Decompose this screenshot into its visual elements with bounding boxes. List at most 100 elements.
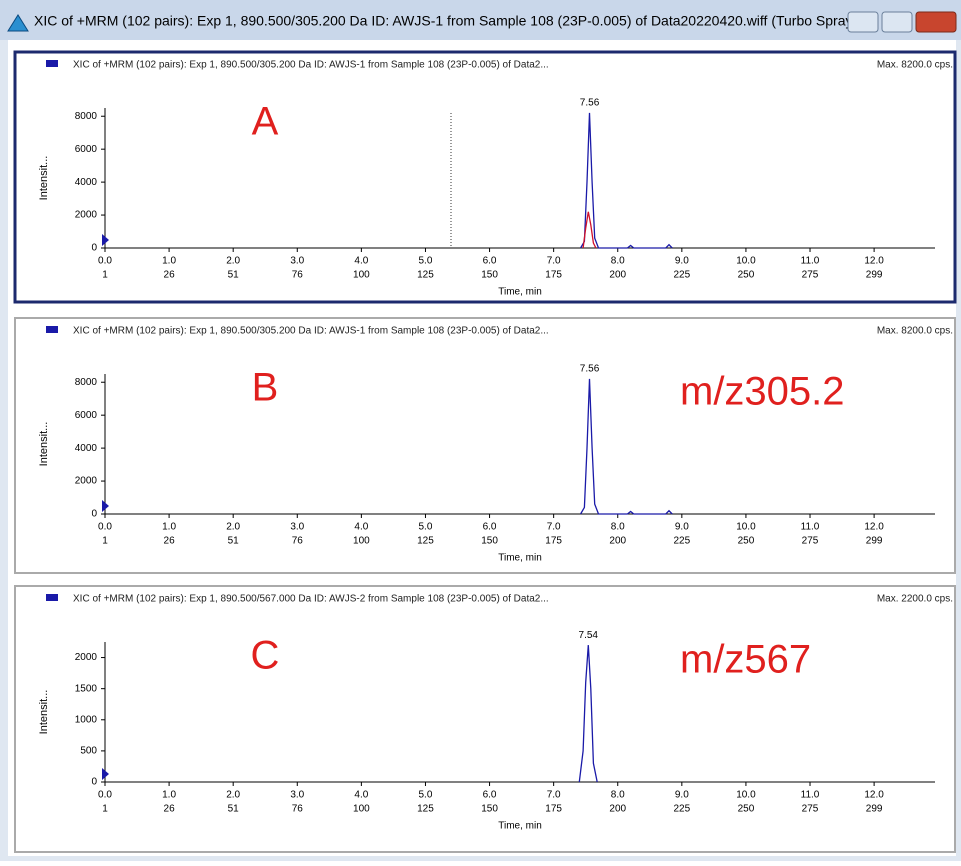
cycle-label: 299 [866,536,883,547]
x-tick-label: 0.0 [98,790,112,801]
cycle-label: 250 [738,536,755,547]
panel-border [14,585,956,853]
x-tick-label: 10.0 [736,790,756,801]
cycle-label: 125 [417,270,434,281]
cycle-label: 150 [481,536,498,547]
trace [580,112,673,249]
cycle-label: 76 [292,804,304,815]
cycle-label: 51 [228,536,240,547]
legend-swatch [46,326,58,333]
x-tick-label: 1.0 [162,256,176,267]
x-tick-label: 12.0 [864,790,884,801]
chart-title: XIC of +MRM (102 pairs): Exp 1, 890.500/… [73,594,549,605]
cycle-label: 200 [609,270,626,281]
cycle-label: 250 [738,804,755,815]
chart-panel: XIC of +MRM (102 pairs): Exp 1, 890.500/… [14,585,956,853]
y-tick-label: 8000 [75,111,98,122]
cycle-label: 26 [164,804,176,815]
y-tick-label: 6000 [75,410,98,421]
cycle-label: 1 [102,804,108,815]
cycle-label: 200 [609,804,626,815]
y-tick-label: 2000 [75,652,98,663]
cycle-label: 250 [738,270,755,281]
axis-marker [102,234,109,246]
x-tick-label: 2.0 [226,790,240,801]
y-axis-label: Intensit... [38,156,50,201]
x-tick-label: 4.0 [354,256,368,267]
trace [582,211,597,249]
y-tick-label: 1000 [75,714,98,725]
y-tick-label: 8000 [75,377,98,388]
y-tick-label: 2000 [75,210,98,221]
peak-label: 7.56 [580,98,600,109]
x-tick-label: 3.0 [290,256,304,267]
y-axis-label: Intensit... [38,422,50,467]
x-tick-label: 11.0 [801,790,820,801]
axis-marker [102,768,109,780]
legend-swatch [46,594,58,601]
y-tick-label: 0 [91,243,97,254]
window-title: XIC of +MRM (102 pairs): Exp 1, 890.500/… [34,13,857,29]
x-tick-label: 5.0 [419,790,433,801]
x-tick-label: 5.0 [419,522,433,533]
cycle-label: 100 [353,270,370,281]
cycle-label: 225 [673,270,690,281]
cycle-label: 175 [545,536,562,547]
cycle-label: 275 [802,804,819,815]
peak-label: 7.54 [579,630,599,641]
x-tick-label: 12.0 [864,256,884,267]
cycle-label: 150 [481,270,498,281]
y-tick-label: 4000 [75,443,98,454]
x-tick-label: 8.0 [611,522,625,533]
cycle-label: 51 [228,270,240,281]
x-tick-label: 2.0 [226,522,240,533]
cycle-label: 299 [866,804,883,815]
peak-label: 7.56 [580,364,600,375]
cycle-label: 150 [481,804,498,815]
chart-title: XIC of +MRM (102 pairs): Exp 1, 890.500/… [73,326,549,337]
y-axis-label: Intensit... [38,690,50,735]
axis-marker [102,500,109,512]
x-tick-label: 0.0 [98,522,112,533]
x-tick-label: 5.0 [419,256,433,267]
maximize-button[interactable] [881,11,913,33]
cycle-label: 125 [417,804,434,815]
cycle-label: 100 [353,536,370,547]
x-tick-label: 7.0 [547,522,561,533]
y-tick-label: 4000 [75,177,98,188]
cycle-label: 26 [164,270,176,281]
y-tick-label: 1500 [75,683,98,694]
minimize-button[interactable] [847,11,879,33]
x-tick-label: 6.0 [483,790,497,801]
x-tick-label: 9.0 [675,522,689,533]
x-tick-label: 6.0 [483,256,497,267]
y-tick-label: 500 [80,746,97,757]
x-tick-label: 3.0 [290,522,304,533]
y-tick-label: 2000 [75,476,98,487]
x-tick-label: 9.0 [675,256,689,267]
x-tick-label: 1.0 [162,522,176,533]
cycle-label: 299 [866,270,883,281]
cycle-label: 76 [292,270,304,281]
x-tick-label: 10.0 [736,256,756,267]
chart-title: XIC of +MRM (102 pairs): Exp 1, 890.500/… [73,60,549,71]
x-tick-label: 12.0 [864,522,884,533]
cycle-label: 100 [353,804,370,815]
x-tick-label: 0.0 [98,256,112,267]
cycle-label: 275 [802,536,819,547]
x-tick-label: 9.0 [675,790,689,801]
x-axis-label: Time, min [498,287,542,298]
x-tick-label: 6.0 [483,522,497,533]
cycle-label: 51 [228,804,240,815]
close-button[interactable] [915,11,957,33]
legend-swatch [46,60,58,67]
panel-letter: B [252,366,279,410]
y-tick-label: 6000 [75,144,98,155]
app-icon [7,14,29,32]
cycle-label: 1 [102,536,108,547]
x-tick-label: 8.0 [611,790,625,801]
panel-letter: A [252,100,279,144]
trace [580,378,673,515]
